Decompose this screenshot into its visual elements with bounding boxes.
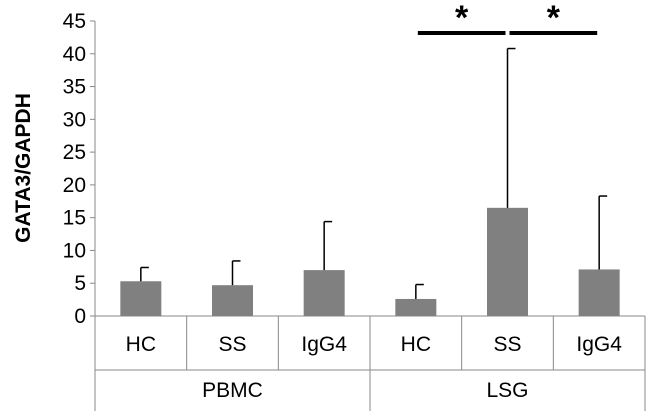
category-label: SS <box>218 333 246 356</box>
bars <box>120 207 620 316</box>
y-axis-ticks: 0 5 10 15 20 25 30 35 40 45 <box>63 10 95 328</box>
bar <box>395 298 437 316</box>
category-label: IgG4 <box>301 333 347 356</box>
y-tick-label: 5 <box>74 272 86 295</box>
group-labels: PBMC LSG <box>202 379 528 402</box>
axes <box>94 21 646 411</box>
significance-star: * <box>455 0 469 37</box>
y-tick-label: 40 <box>63 43 86 66</box>
group-label: PBMC <box>202 379 263 402</box>
category-label: SS <box>493 333 521 356</box>
significance-markers: * * <box>417 0 598 37</box>
category-labels: HC SS IgG4 HC SS IgG4 <box>126 333 623 356</box>
category-label: HC <box>401 333 431 356</box>
y-tick-label: 45 <box>63 10 86 33</box>
category-label: IgG4 <box>576 333 622 356</box>
bar <box>303 270 345 316</box>
y-tick-label: 25 <box>63 141 86 164</box>
error-bars <box>140 47 608 299</box>
y-tick-label: 20 <box>63 174 86 197</box>
y-tick-label: 30 <box>63 108 86 131</box>
y-tick-label: 15 <box>63 207 86 230</box>
bar <box>120 281 162 316</box>
bar <box>487 207 528 316</box>
group-label: LSG <box>486 379 528 402</box>
y-axis-label: GATA3/GAPDH <box>12 93 35 243</box>
bar <box>212 285 253 316</box>
significance-star: * <box>547 0 561 37</box>
y-tick-label: 0 <box>74 305 86 328</box>
y-tick-label: 10 <box>63 239 86 262</box>
category-label: HC <box>126 333 156 356</box>
bar <box>578 269 620 316</box>
y-tick-label: 35 <box>63 76 86 99</box>
